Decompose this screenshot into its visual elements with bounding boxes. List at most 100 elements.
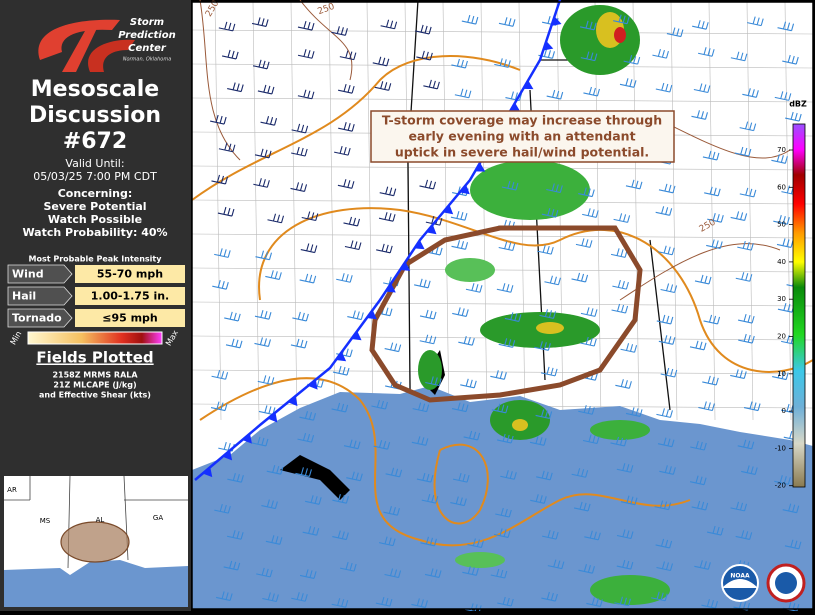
wind-barb [655, 538, 673, 549]
wind-barb [656, 408, 673, 418]
front-triangle [287, 395, 298, 407]
wind-barb [658, 183, 676, 194]
logo-location: Norman, Oklahoma [123, 57, 172, 63]
wind-barb [253, 178, 270, 188]
wind-barb [702, 375, 719, 386]
county-line [746, 1, 754, 421]
wind-barb [212, 280, 229, 290]
county-line [784, 1, 792, 421]
wind-barb [223, 560, 241, 571]
wind-barb [299, 273, 317, 284]
wind-barb [305, 495, 322, 505]
logo-swoosh [88, 39, 135, 72]
intensity-label-box [7, 308, 73, 328]
wind-barb [210, 114, 227, 125]
wind-barb [292, 311, 309, 322]
wind-barb [658, 335, 676, 345]
wind-barb [730, 501, 748, 512]
wind-barb [782, 54, 799, 65]
wind-barb [419, 309, 437, 320]
wind-barb [461, 14, 479, 25]
radar-echo [470, 160, 590, 220]
wind-barb [742, 88, 759, 98]
wind-barb [254, 310, 272, 320]
intensity-table: Wind 55-70 mph Hail 1.00-1.75 in. Tornado ≤95… [7, 264, 185, 328]
county-line [191, 301, 814, 307]
wind-barb [620, 495, 638, 506]
front-triangle [335, 351, 347, 362]
wind-barb [735, 272, 753, 282]
wind-barb [691, 500, 709, 511]
cold-front [194, 0, 562, 481]
wind-barb [496, 283, 514, 293]
wind-barb [706, 525, 724, 536]
wind-barb [776, 238, 794, 248]
wind-barb [737, 313, 755, 324]
annotation-text: early evening with an attendant [408, 129, 635, 144]
wind-barb [616, 529, 634, 540]
wind-barb [743, 401, 761, 412]
wind-barb [702, 150, 720, 161]
wind-barb [546, 183, 563, 194]
wind-barb [214, 503, 231, 514]
wind-barb [451, 402, 469, 413]
wind-barb [346, 471, 363, 482]
wind-barb [458, 336, 475, 346]
wind-barb [580, 51, 598, 62]
wind-barb [291, 146, 308, 157]
wind-barb [419, 334, 437, 345]
wind-barb [546, 89, 564, 100]
wind-barb [265, 270, 282, 280]
county-line [191, 233, 814, 239]
wind-barb [616, 559, 634, 570]
wind-barb [691, 110, 709, 120]
legend-tick-label: 60 [777, 183, 786, 191]
wind-barb [267, 213, 285, 224]
spc-logo: Storm Prediction Center Norman, Oklahoma [38, 17, 176, 72]
front-triangle [308, 379, 318, 390]
wind-barb [372, 56, 390, 67]
wind-barb [299, 411, 317, 421]
wind-barb [491, 403, 509, 414]
wind-barb [412, 402, 430, 413]
wind-barb [494, 528, 511, 538]
wind-barb [660, 283, 678, 294]
county-line [480, 1, 488, 421]
front-triangle [551, 16, 562, 26]
wind-barb [257, 84, 275, 95]
wind-barb [735, 530, 753, 540]
wind-barb [697, 47, 715, 57]
noaa-logo-bird [722, 579, 758, 588]
wind-barb [784, 539, 802, 550]
wind-barb [501, 180, 519, 191]
wind-barb [613, 14, 630, 25]
wind-barb [689, 475, 707, 486]
wind-barb [211, 174, 229, 185]
front-line [194, 0, 562, 481]
intensity-value: ≤95 mph [102, 312, 158, 325]
wind-barb [539, 309, 557, 319]
wind-barb [542, 529, 559, 540]
wind-barb [582, 434, 600, 445]
wind-barb [497, 433, 514, 444]
wind-barb [297, 20, 315, 31]
wind-barb [211, 370, 229, 380]
county-line [708, 1, 716, 421]
wind-barb [424, 568, 442, 578]
wind-barb [658, 245, 675, 256]
front-triangle [414, 240, 425, 250]
annotation-box [370, 110, 675, 163]
annotation-text: T-storm coverage may increase through [382, 113, 662, 128]
front-triangle [222, 450, 233, 461]
legend-tick-label: 70 [777, 146, 786, 154]
concerning-label: Concerning: [58, 187, 133, 200]
wind-barb [425, 245, 443, 256]
intensity-label-box [7, 286, 73, 306]
wind-barb [336, 273, 353, 283]
wind-barb [774, 475, 791, 485]
logo-text: Prediction [118, 30, 175, 41]
wind-barb [497, 596, 514, 607]
wind-barb [214, 248, 231, 258]
legend-tick-label: 0 [782, 407, 786, 415]
wind-barb [498, 338, 516, 348]
